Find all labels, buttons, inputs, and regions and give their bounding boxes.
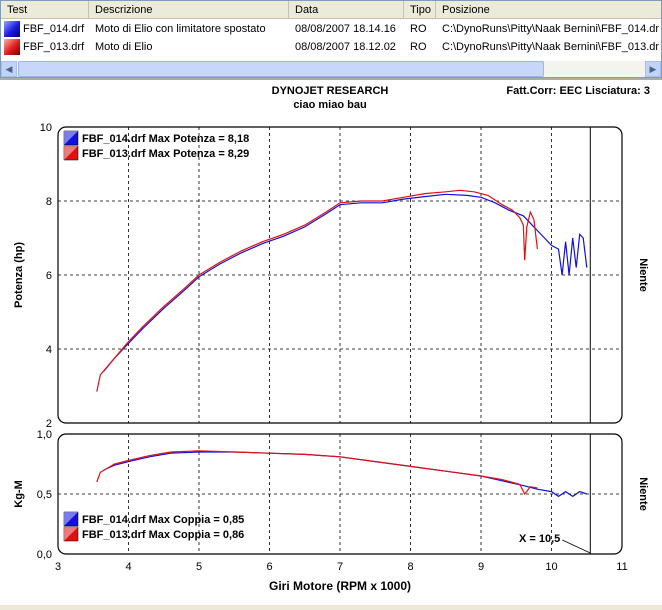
cell-descrizione: Moto di Elio con limitatore spostato — [95, 23, 266, 35]
table-row[interactable]: FBF_013.drf Moto di Elio 08/08/2007 18.1… — [1, 38, 661, 56]
col-header-test[interactable]: Test — [1, 1, 89, 19]
legend-swatch-highlight — [64, 146, 78, 160]
x-tick-label: 4 — [125, 561, 131, 573]
y-axis-label: Kg-M — [13, 480, 25, 508]
y-tick-label: 6 — [46, 270, 52, 282]
table-header: Test Descrizione Data Tipo Posizione — [1, 1, 661, 19]
series-line-fbf-014 — [103, 193, 588, 372]
legend-swatch-highlight — [64, 527, 78, 541]
col-header-posizione[interactable]: Posizione — [442, 4, 490, 16]
col-header-tipo[interactable]: Tipo — [404, 1, 436, 19]
horizontal-scrollbar[interactable]: ◀ ▶ — [1, 61, 661, 77]
run-color-swatch — [4, 21, 20, 37]
arrow-right-icon[interactable]: ▶ — [645, 61, 661, 77]
scrollbar-thumb[interactable] — [18, 61, 544, 77]
x-tick-label: 9 — [478, 561, 484, 573]
right-axis-label: Niente — [637, 477, 649, 511]
chart-subtitle: ciao miao bau — [293, 99, 366, 111]
col-header-data[interactable]: Data — [289, 1, 404, 19]
x-tick-label: 5 — [196, 561, 202, 573]
series-line-fbf-013 — [96, 189, 538, 392]
cell-data: 08/08/2007 18.14.16 — [295, 23, 396, 35]
cell-tipo: RO — [410, 41, 427, 53]
x-tick-label: 3 — [55, 561, 61, 573]
x-tick-label: 11 — [616, 561, 627, 573]
cell-descrizione: Moto di Elio — [95, 41, 153, 53]
cell-posizione: C:\DynoRuns\Pitty\Naak Bernini\FBF_014.d… — [442, 23, 660, 35]
y-tick-label: 8 — [46, 196, 52, 208]
x-tick-label: 6 — [266, 561, 272, 573]
cell-test: FBF_014.drf — [23, 23, 85, 35]
y-tick-label: 0,0 — [37, 549, 52, 561]
legend-swatch — [63, 130, 79, 146]
table-row[interactable]: FBF_014.drf Moto di Elio con limitatore … — [1, 20, 661, 38]
y-tick-label: 2 — [46, 418, 52, 430]
y-tick-label: 1,0 — [37, 429, 52, 441]
dyno-chart-area: DYNOJET RESEARCH ciao miao bau Fatt.Corr… — [0, 78, 662, 605]
cell-tipo: RO — [410, 23, 427, 35]
dyno-chart: DYNOJET RESEARCH ciao miao bau Fatt.Corr… — [13, 85, 650, 593]
legend-swatch-highlight — [64, 512, 78, 526]
col-header-descrizione[interactable]: Descrizione — [89, 1, 289, 19]
correction-info: Fatt.Corr: EEC Lisciatura: 3 — [506, 85, 650, 97]
legend-entry: FBF_013.drf Max Potenza = 8,29 — [82, 148, 249, 160]
y-tick-label: 4 — [46, 344, 52, 356]
run-color-swatch — [4, 39, 20, 55]
cursor-pointer-line — [562, 539, 591, 554]
legend-swatch — [63, 526, 79, 542]
cell-posizione: C:\DynoRuns\Pitty\Naak Bernini\FBF_013.d… — [442, 41, 660, 53]
legend-swatch-highlight — [64, 131, 78, 145]
runs-table: Test Descrizione Data Tipo Posizione FBF… — [0, 0, 662, 78]
arrow-left-icon[interactable]: ◀ — [1, 61, 17, 77]
legend-entry: FBF_014.drf Max Potenza = 8,18 — [82, 133, 249, 145]
cell-test: FBF_013.drf — [23, 41, 85, 53]
x-tick-label: 7 — [337, 561, 343, 573]
y-tick-label: 10 — [40, 122, 52, 134]
chart-title: DYNOJET RESEARCH — [272, 85, 389, 97]
x-axis-label: Giri Motore (RPM x 1000) — [269, 579, 411, 593]
x-tick-label: 10 — [545, 561, 557, 573]
right-axis-label: Niente — [637, 258, 649, 292]
series-line-fbf-013 — [96, 450, 538, 496]
x-tick-label: 8 — [407, 561, 413, 573]
cursor-readout: X = 10,5 — [519, 533, 560, 545]
legend-entry: FBF_014.drf Max Coppia = 0,85 — [82, 514, 244, 526]
y-tick-label: 0,5 — [37, 489, 52, 501]
legend-entry: FBF_013.drf Max Coppia = 0,86 — [82, 529, 244, 541]
cell-data: 08/08/2007 18.12.02 — [295, 41, 396, 53]
legend-swatch — [63, 511, 79, 527]
y-axis-label: Potenza (hp) — [13, 242, 25, 308]
legend-swatch — [63, 145, 79, 161]
